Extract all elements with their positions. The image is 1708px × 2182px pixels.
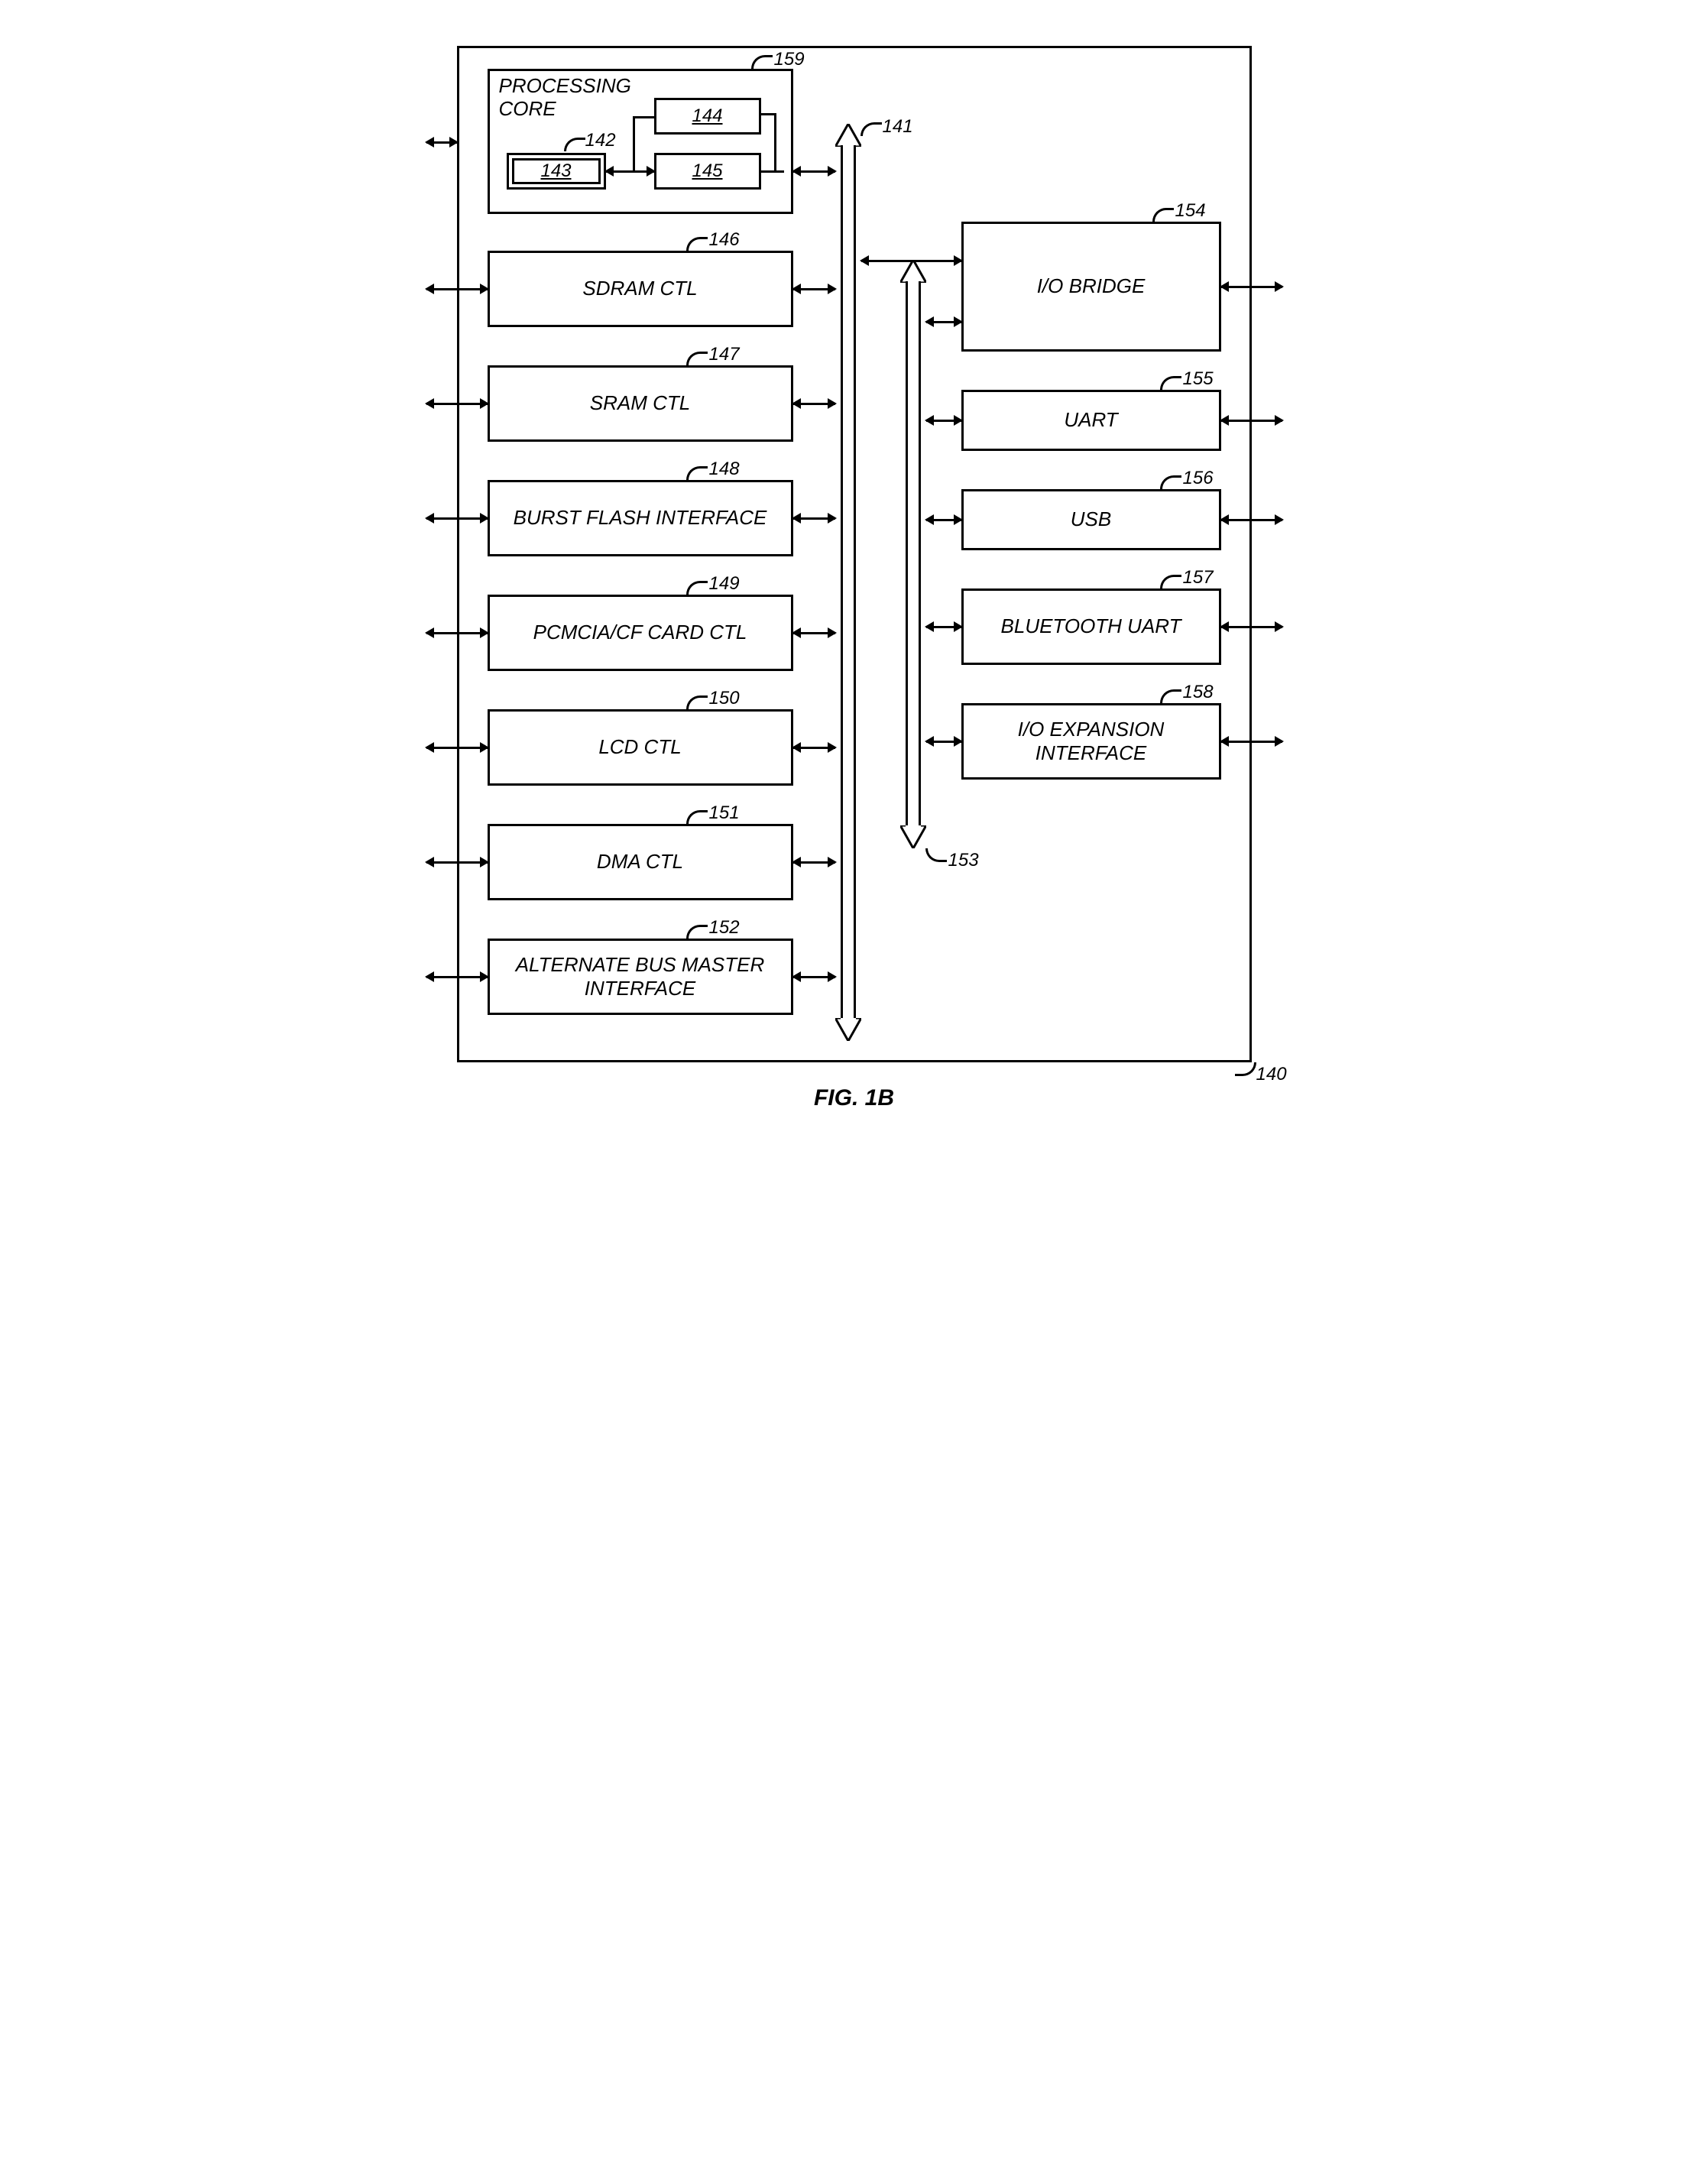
block-151: DMA CTL <box>488 824 793 900</box>
ref-150: 150 <box>709 688 740 709</box>
core-block-144: 144 <box>654 98 761 135</box>
bus-arrow-148 <box>793 517 835 520</box>
block-146: SDRAM CTL <box>488 251 793 327</box>
bus153-arrow-154 <box>926 321 961 323</box>
ext-arrow-146 <box>426 288 488 290</box>
ext-arrow-155 <box>1221 420 1282 422</box>
ref-146: 146 <box>709 229 740 251</box>
ref-151: 151 <box>709 802 740 824</box>
ref-158: 158 <box>1183 682 1214 703</box>
bus-arrow-157 <box>926 626 961 628</box>
block-149: PCMCIA/CF CARD CTL <box>488 595 793 671</box>
block-152: ALTERNATE BUS MASTER INTERFACE <box>488 939 793 1015</box>
block-148: BURST FLASH INTERFACE <box>488 480 793 556</box>
bus-arrow-149 <box>793 632 835 634</box>
ref-154: 154 <box>1175 200 1206 222</box>
ext-arrow-147 <box>426 403 488 405</box>
ref-147: 147 <box>709 344 740 365</box>
bus-141 <box>835 124 861 1041</box>
ref-140: 140 <box>1256 1064 1287 1085</box>
core-block-145-label: 145 <box>692 160 722 182</box>
ext-arrow-154 <box>1221 286 1282 288</box>
bus-arrow-146 <box>793 288 835 290</box>
block-150: LCD CTL <box>488 709 793 786</box>
ext-arrow-148 <box>426 517 488 520</box>
ext-arrow-149 <box>426 632 488 634</box>
ext-arrow-158 <box>1221 741 1282 743</box>
ref-149: 149 <box>709 573 740 595</box>
block-157: BLUETOOTH UART <box>961 588 1221 665</box>
block-146-label: SDRAM CTL <box>576 274 703 303</box>
bus-arrow-158 <box>926 741 961 743</box>
ref-153: 153 <box>948 850 979 871</box>
block-154: I/O BRIDGE <box>961 222 1221 352</box>
block-147: SRAM CTL <box>488 365 793 442</box>
diagram-canvas: 140 FIG. 1B PROCESSING CORE 159 144 145 … <box>426 31 1282 1123</box>
block-148-label: BURST FLASH INTERFACE <box>507 503 773 533</box>
ext-arrow-core <box>426 141 457 144</box>
block-154-label: I/O BRIDGE <box>1031 271 1152 301</box>
bus-arrow-152 <box>793 976 835 978</box>
block-158: I/O EXPANSION INTERFACE <box>961 703 1221 780</box>
ext-arrow-157 <box>1221 626 1282 628</box>
bus-arrow-156 <box>926 519 961 521</box>
block-149-label: PCMCIA/CF CARD CTL <box>527 618 754 647</box>
ext-arrow-156 <box>1221 519 1282 521</box>
core-line-144-down <box>633 116 654 171</box>
ref-155: 155 <box>1183 368 1214 390</box>
ref-142: 142 <box>585 130 616 151</box>
core-line-out-a <box>761 113 776 173</box>
figure-label: FIG. 1B <box>426 1085 1282 1111</box>
ref-148: 148 <box>709 459 740 480</box>
bus-153 <box>900 260 926 848</box>
block-152-label: ALTERNATE BUS MASTER INTERFACE <box>490 950 791 1003</box>
bus-arrow-core <box>793 170 835 173</box>
ext-arrow-151 <box>426 861 488 864</box>
ref-152: 152 <box>709 917 740 939</box>
core-block-145: 145 <box>654 153 761 190</box>
block-147-label: SRAM CTL <box>584 388 696 418</box>
core-block-143: 143 <box>507 153 606 190</box>
ref-157: 157 <box>1183 567 1214 588</box>
block-157-label: BLUETOOTH UART <box>995 611 1188 641</box>
ref-hook-140 <box>1235 1062 1256 1076</box>
ref-156: 156 <box>1183 468 1214 489</box>
bus-arrow-147 <box>793 403 835 405</box>
ext-arrow-152 <box>426 976 488 978</box>
block-151-label: DMA CTL <box>591 847 689 877</box>
core-block-143-label: 143 <box>540 160 571 182</box>
ref-159: 159 <box>774 49 805 70</box>
core-block-144-label: 144 <box>692 105 722 127</box>
ref-141: 141 <box>883 116 913 138</box>
core-arrow-143-145 <box>606 170 654 173</box>
block-156: USB <box>961 489 1221 550</box>
block-155: UART <box>961 390 1221 451</box>
ext-arrow-150 <box>426 747 488 749</box>
block-158-label: I/O EXPANSION INTERFACE <box>964 715 1219 768</box>
bus-arrow-150 <box>793 747 835 749</box>
block-156-label: USB <box>1065 504 1117 534</box>
bus-arrow-155 <box>926 420 961 422</box>
block-155-label: UART <box>1058 405 1123 435</box>
core-line-out-b <box>761 170 784 173</box>
processing-core-title: PROCESSING CORE <box>499 75 652 121</box>
block-150-label: LCD CTL <box>592 732 687 762</box>
bus-arrow-151 <box>793 861 835 864</box>
bus141-arrow-154 <box>861 260 961 262</box>
